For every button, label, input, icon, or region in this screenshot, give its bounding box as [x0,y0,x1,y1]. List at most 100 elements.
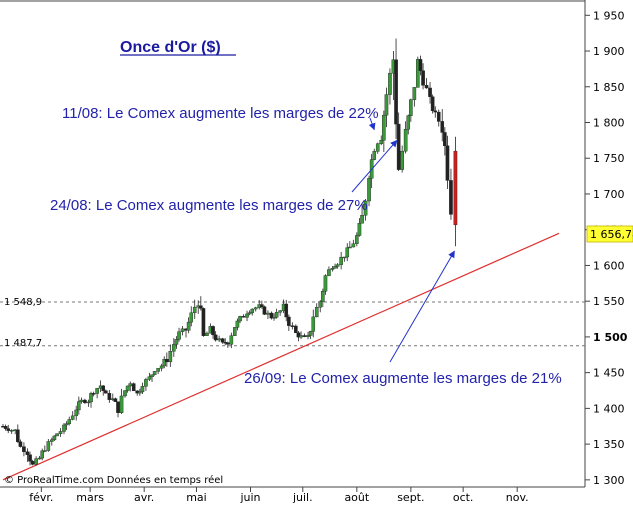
candle-body [152,371,157,375]
trendline [2,232,560,481]
annotation-2: 24/08: Le Comex augmente les marges de 2… [50,197,368,214]
candle-body [233,327,237,336]
candle-body [46,441,51,451]
candle-body [299,335,303,338]
candle-body [357,222,362,236]
candle-body [335,264,340,267]
candle-body [360,215,364,224]
candle-body [339,256,343,265]
candle-body [440,121,445,133]
candle-body [22,446,26,452]
candle-body [406,115,411,130]
candle-body [314,307,319,318]
chart-title: Once d'Or ($) [120,39,221,56]
candle-body [226,342,230,345]
candle-body [101,385,106,391]
x-tick-label: avr. [134,491,154,504]
candle-body [453,150,458,226]
trendline-group [2,232,560,481]
candle-body [138,391,142,394]
candle-body [400,150,404,170]
candle-body [409,99,413,116]
y-tick-label: 1 700 [593,188,625,201]
annotation-arrow [368,117,376,131]
candle-body [412,87,417,100]
candle-body [159,365,164,369]
candle-body [345,247,350,258]
y-tick-label: 1 450 [593,367,625,380]
y-tick-label: 1 800 [593,117,625,130]
annotation-arrows [351,117,455,363]
candle-body [220,338,225,343]
candle-body [52,435,57,441]
candle-body [443,132,447,146]
candle-body [67,419,72,424]
candle-body [241,316,246,318]
y-tick-label: 1 750 [593,152,625,165]
candle-body [269,312,274,319]
x-tick-label: juin [239,491,260,504]
candle-body [238,316,242,322]
candle-body [64,423,69,426]
candle-body [43,450,47,452]
candle-body [37,457,42,460]
x-axis-ticks: févr. mars avr. mai juin juil. août sept. oct. no… [29,487,529,504]
candle-body [86,401,91,404]
support-levels [0,301,585,347]
candle-body [428,87,432,97]
candle-body [213,334,218,341]
candle-body [245,313,249,318]
candle-body [375,143,380,152]
candle-body [318,301,323,308]
candle-body [396,123,401,170]
candle-body [168,351,173,363]
candle-body [294,325,298,333]
y-tick-label: 1 350 [593,438,625,451]
annotation-1: 11/08: Le Comex augmente les marges de 2… [62,105,379,122]
candle-body [116,401,120,413]
candle-body [211,326,215,336]
candle-body [165,358,169,363]
candle-body [235,320,240,328]
candle-body [174,339,179,345]
candle-body [172,344,176,352]
candle-body [321,290,325,302]
candle-body [150,374,154,377]
candle-body [247,312,252,315]
annotation-arrow [351,139,398,193]
candle-body [50,439,54,442]
y-tick-label: 1 850 [593,81,625,94]
candle-body [379,140,384,144]
candle-body [367,178,371,202]
candle-body [74,409,79,417]
candle-body [55,433,59,437]
x-tick-label: août [344,491,369,504]
candle-body [162,358,167,367]
x-tick-label: mai [186,491,207,504]
annotation-3: 26/09: Le Comex augmente les marges de 2… [244,370,562,387]
candle-body [125,385,130,391]
candle-body [89,393,93,403]
annotation-arrow [389,250,455,363]
candle-body [302,335,307,337]
price-candles [1,38,458,466]
candle-body [424,85,429,89]
candle-body [217,338,221,341]
candle-body [333,266,337,269]
candle-body [388,72,392,95]
candle-body [6,428,11,431]
candle-body [79,399,84,402]
candle-body [327,269,331,276]
candle-body [25,451,30,455]
candle-body [131,383,136,392]
candle-body [107,393,112,400]
candle-body [416,59,420,88]
candle-body [418,59,423,71]
candle-body [272,317,276,319]
candle-body [403,129,408,152]
y-tick-label: 1 600 [593,259,625,272]
x-tick-label: oct. [453,491,474,504]
level-label-2: 1 487,7 [4,338,42,349]
